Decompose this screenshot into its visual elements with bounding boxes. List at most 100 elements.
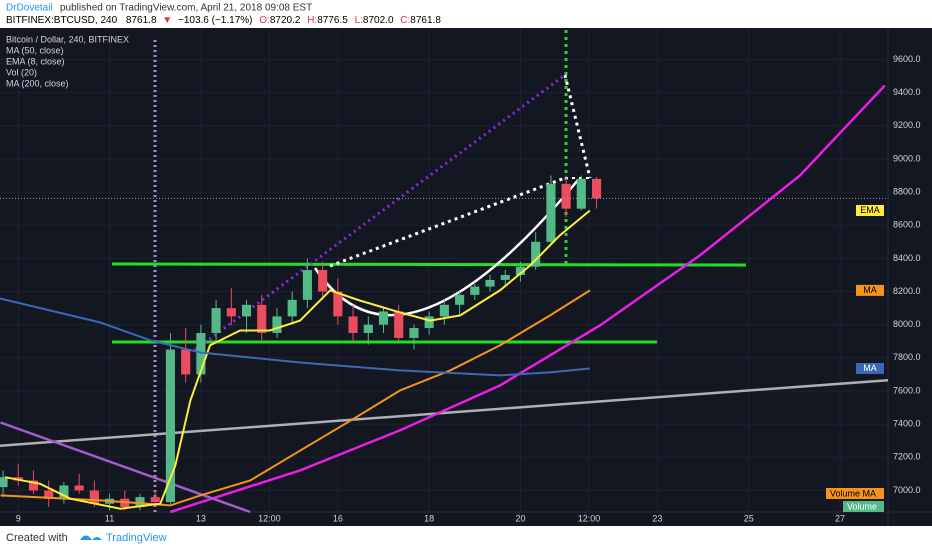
candle-body [333,291,343,317]
arrow: ▼ [162,15,172,26]
y-tick-label: 9400.0 [893,87,921,97]
x-tick-label: 23 [652,513,662,523]
x-tick-label: 9 [16,513,21,523]
candle-body [89,490,99,504]
candle-body [226,308,236,317]
candle-body [485,279,495,287]
x-tick-label: 27 [835,513,845,523]
candle-body [318,270,328,292]
quote-line: BITFINEX:BTCUSD, 240 8761.8 ▼ −103.6 (−1… [6,15,441,26]
low: 8702.0 [363,15,394,26]
axis-badge-label: EMA [860,205,880,215]
candle-body [257,304,267,333]
y-tick-label: 9600.0 [893,54,921,64]
candle-body [150,497,160,503]
y-tick-label: 8800.0 [893,186,921,196]
x-tick-label: 12:00 [578,513,601,523]
c-label: C: [400,15,410,26]
trend-line [0,421,251,514]
indicator-line [0,297,590,377]
last: 8761.8 [126,15,157,26]
candle-body [211,308,221,333]
y-tick-label: 8400.0 [893,253,921,263]
y-tick-label: 7600.0 [893,385,921,395]
close: 8761.8 [410,15,441,26]
candle-body [302,270,312,300]
o-label: O: [259,15,270,26]
legend-entry: MA (200, close) [6,78,69,88]
l-label: L: [355,15,363,26]
legend-entry: EMA (8, close) [6,56,65,66]
axis-badge [856,362,884,374]
footer-bg [0,526,932,550]
x-tick-label: 18 [424,513,434,523]
candle-body [287,299,297,317]
axis-badge [856,284,884,296]
open: 8720.2 [270,15,301,26]
candle-body [378,311,389,325]
volume-label: Volume [847,501,877,511]
volume-badge [843,501,884,512]
y-tick-label: 7000.0 [893,485,921,495]
indicator-line [4,209,591,510]
chart-bg [0,28,932,526]
y-tick-label: 9000.0 [893,153,921,163]
volume-ma-label: Volume MA [830,488,876,498]
y-tick-label: 8000.0 [893,319,921,329]
candle-body [546,183,556,242]
candle-body [0,477,8,488]
candle-body [181,349,191,375]
candle-body [500,274,510,280]
legend-entry: Vol (20) [6,67,37,77]
x-tick-label: 11 [105,513,114,523]
y-tick-label: 7400.0 [893,419,921,429]
change: −103.6 (−1.17%) [178,15,253,26]
axis-badge-label: MA [863,363,877,373]
author[interactable]: DrDovetail [6,3,53,14]
candle-body [470,286,480,295]
axis-badge [856,204,884,216]
candle-body [531,241,541,267]
high: 8776.5 [317,15,348,26]
candle-body [74,485,84,491]
dotted-trend [194,73,566,352]
y-tick-label: 8600.0 [893,220,921,230]
legend-entry: MA (50, close) [6,45,64,55]
candle-body [272,316,282,333]
footer-brand[interactable]: TradingView [106,532,167,544]
volume-ma-badge [826,488,884,499]
candle-body [196,332,206,375]
symbol: BITFINEX:BTCUSD, 240 [6,15,118,26]
x-tick-label: 20 [515,513,525,523]
candle-body [592,178,602,199]
resistance-line [111,262,747,267]
tv-logo [80,535,102,540]
candle-body [59,485,69,499]
candle-body [424,316,434,329]
candle-body [44,490,54,499]
candle-body [576,178,586,209]
published: published on TradingView.com, April 21, … [60,3,312,14]
x-tick-label: 13 [196,513,206,523]
footer-text: Created with [6,532,68,544]
header-bg [0,0,932,28]
y-tick-label: 8200.0 [893,286,921,296]
x-tick-label: 12:00 [258,513,281,523]
candle-body [409,328,419,338]
y-tick-label: 7800.0 [893,352,921,362]
trend-line [0,378,889,447]
h-label: H: [307,15,317,26]
x-tick-label: 25 [744,513,754,523]
candle-body [394,311,404,338]
legend-title: Bitcoin / Dollar, 240, BITFINEX [6,34,129,44]
axis-badge-label: MA [863,285,877,295]
candle-body [348,316,358,333]
y-tick-label: 9200.0 [893,120,921,130]
candle-body [455,294,465,305]
candle-body [515,266,526,275]
trend-line [169,84,886,514]
candle-body [363,324,373,333]
candle-body [241,304,252,317]
y-tick-label: 7200.0 [893,452,921,462]
